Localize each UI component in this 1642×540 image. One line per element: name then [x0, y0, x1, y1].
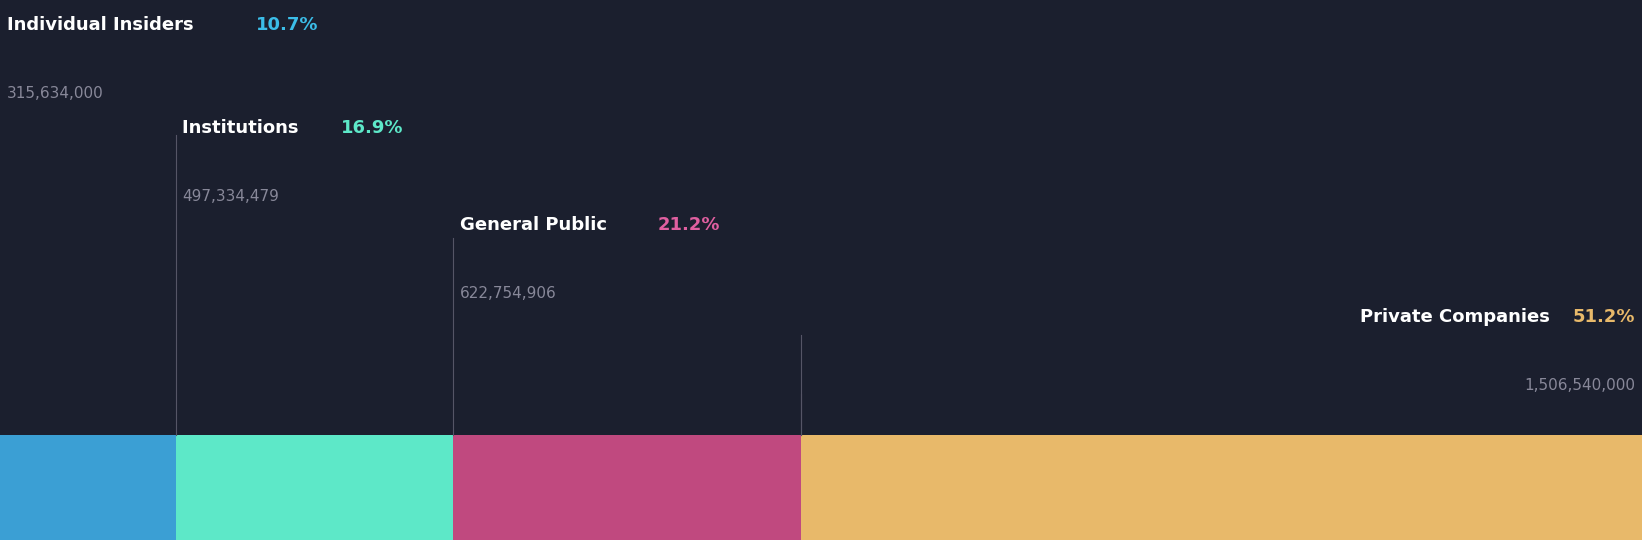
- Text: Private Companies: Private Companies: [1360, 308, 1550, 326]
- Text: Institutions: Institutions: [182, 119, 305, 137]
- Text: 10.7%: 10.7%: [256, 16, 319, 34]
- Text: 497,334,479: 497,334,479: [182, 189, 279, 204]
- Text: 16.9%: 16.9%: [340, 119, 404, 137]
- Text: 51.2%: 51.2%: [1573, 308, 1635, 326]
- Bar: [453, 435, 801, 540]
- Bar: [801, 435, 1642, 540]
- Text: 622,754,906: 622,754,906: [460, 286, 557, 301]
- Bar: [0, 435, 176, 540]
- Text: 1,506,540,000: 1,506,540,000: [1524, 378, 1635, 393]
- Text: General Public: General Public: [460, 216, 612, 234]
- Text: 21.2%: 21.2%: [657, 216, 719, 234]
- Text: 315,634,000: 315,634,000: [7, 86, 103, 102]
- Text: Individual Insiders: Individual Insiders: [7, 16, 199, 34]
- Bar: [176, 435, 453, 540]
